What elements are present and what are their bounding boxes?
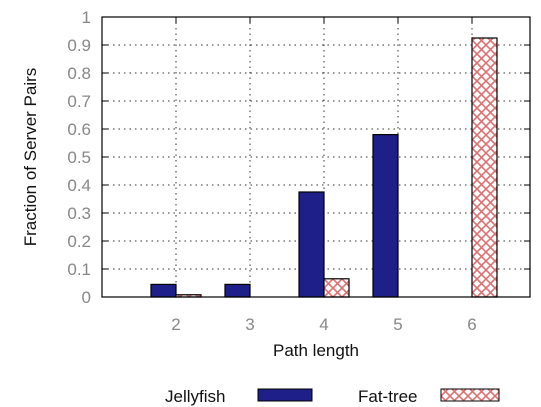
bar-jellyfish-2 — [150, 283, 177, 298]
y-tick-label: 0.7 — [67, 92, 91, 111]
y-tick-label: 1 — [82, 8, 91, 27]
y-axis-label: Fraction of Server Pairs — [21, 68, 40, 247]
y-tick-label: 0.3 — [67, 204, 91, 223]
y-tick-label: 0 — [82, 288, 91, 307]
y-tick-label: 0.6 — [67, 120, 91, 139]
legend-label-fat-tree: Fat-tree — [358, 387, 418, 406]
y-tick-label: 0.4 — [67, 176, 91, 195]
x-tick-label: 4 — [319, 315, 328, 334]
x-tick-label: 6 — [467, 315, 476, 334]
x-tick-label: 3 — [245, 315, 254, 334]
legend-label-jellyfish: Jellyfish — [165, 387, 225, 406]
bar-jellyfish-4 — [298, 191, 325, 298]
legend-swatch-fat-tree — [440, 388, 500, 402]
tick-labels: 0 0.1 0.2 0.3 0.4 0.5 0.6 0.7 0.8 0.9 1 2 3 4 5 6 — [67, 8, 530, 334]
x-axis-label: Path length — [273, 341, 359, 360]
bar-fat-tree-4 — [323, 278, 350, 298]
y-tick-label: 0.8 — [67, 64, 91, 83]
x-tick-label: 2 — [171, 315, 180, 334]
y-tick-label: 0.9 — [67, 36, 91, 55]
bar-fat-tree-6 — [471, 37, 498, 298]
bars — [150, 37, 498, 298]
y-tick-label: 0.2 — [67, 232, 91, 251]
legend-swatch-jellyfish — [257, 388, 313, 402]
bar-jellyfish-3 — [224, 283, 251, 298]
y-tick-label: 0.5 — [67, 148, 91, 167]
y-tick-label: 0.1 — [67, 260, 91, 279]
bar-jellyfish-5 — [372, 134, 399, 298]
x-tick-label: 5 — [393, 315, 402, 334]
legend: Jellyfish Fat-tree — [165, 387, 500, 406]
